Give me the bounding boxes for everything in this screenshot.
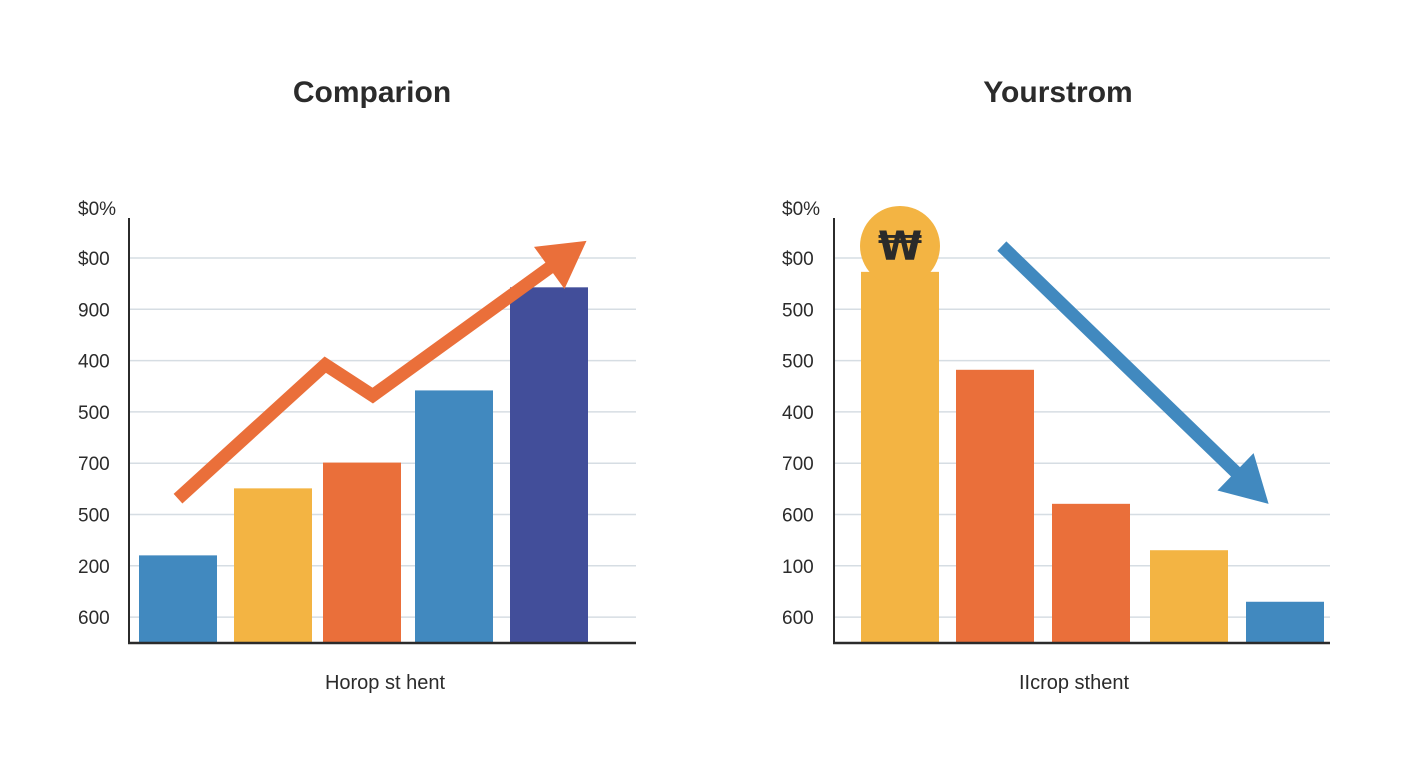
trend-arrow-shaft (997, 241, 1247, 483)
x-axis-label: IIcrop sthent (1018, 672, 1130, 694)
bar (1150, 550, 1228, 643)
trend-arrow-head (1217, 453, 1269, 504)
y-tick-label: 500 (782, 300, 814, 321)
won-symbol: ₩ (878, 224, 922, 270)
chart-title: Yourstrom (983, 76, 1133, 109)
y-tick-label: $00 (782, 249, 814, 270)
y-tick-label: 600 (782, 506, 814, 527)
y-tick-label: 700 (782, 454, 814, 475)
x-axis-label: Horop st hent (324, 672, 446, 694)
y-tick-label: 400 (782, 403, 814, 424)
bar (234, 488, 312, 643)
bar (1246, 601, 1324, 643)
y-tick-label: $00 (78, 249, 110, 270)
chart-plot: $0% $00 500 500 400 700 600 100 600 ₩ (782, 199, 1330, 645)
y-tick-label: 600 (782, 608, 814, 629)
won-coin-icon (860, 206, 940, 286)
trend-arrow-shaft (173, 257, 561, 504)
y-tick-label: 900 (78, 300, 110, 321)
y-tick-label: 600 (78, 608, 110, 629)
y-tick-label: 200 (78, 557, 110, 578)
y-tick-label: $0% (782, 199, 820, 220)
bar (1052, 503, 1130, 643)
bar (861, 271, 939, 643)
bar (415, 390, 493, 643)
y-tick-label: $0% (78, 199, 116, 220)
bar (139, 555, 217, 643)
chart-title: Comparion (292, 76, 452, 109)
bar (956, 369, 1034, 643)
trend-arrow-head (533, 240, 587, 289)
y-tick-label: 500 (78, 506, 110, 527)
chart-plot: $0% $00 900 400 500 700 500 200 600 (78, 199, 636, 645)
y-tick-label: 400 (78, 352, 110, 373)
chart-right: Yourstrom $0% $00 500 500 400 700 600 100 600 ₩ I… (704, 0, 1408, 768)
y-tick-label: 500 (782, 352, 814, 373)
y-tick-label: 100 (782, 557, 814, 578)
bar (323, 462, 401, 643)
bar (510, 287, 588, 643)
y-tick-label: 500 (78, 403, 110, 424)
y-tick-label: 700 (78, 454, 110, 475)
chart-left: Comparion $0% $00 900 400 500 700 500 200 600 Ho… (78, 76, 636, 694)
